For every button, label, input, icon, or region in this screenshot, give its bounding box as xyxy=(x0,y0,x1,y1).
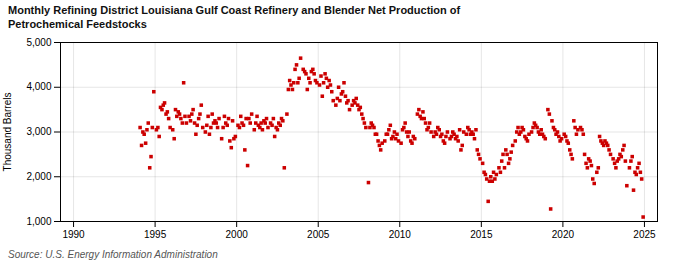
svg-text:3,000: 3,000 xyxy=(26,126,51,137)
svg-text:1,000: 1,000 xyxy=(26,216,51,227)
svg-text:2015: 2015 xyxy=(470,229,493,240)
html-text:Source: U.S. Energy Informatio: Source: U.S. Energy Information Administ… xyxy=(8,249,218,260)
svg-text:2000: 2000 xyxy=(226,229,249,240)
html-text:Monthly Refining District Loui: Monthly Refining District Louisiana Gulf… xyxy=(8,4,461,30)
svg-text:2025: 2025 xyxy=(633,229,656,240)
svg-text:Thousand Barrels: Thousand Barrels xyxy=(2,93,13,172)
svg-text:1990: 1990 xyxy=(62,229,85,240)
svg-text:2,000: 2,000 xyxy=(26,171,51,182)
svg-text:2020: 2020 xyxy=(552,229,575,240)
svg-text:4,000: 4,000 xyxy=(26,81,51,92)
svg-text:5,000: 5,000 xyxy=(26,37,51,48)
svg-text:1995: 1995 xyxy=(144,229,167,240)
svg-text:2010: 2010 xyxy=(389,229,412,240)
svg-text:2005: 2005 xyxy=(307,229,330,240)
